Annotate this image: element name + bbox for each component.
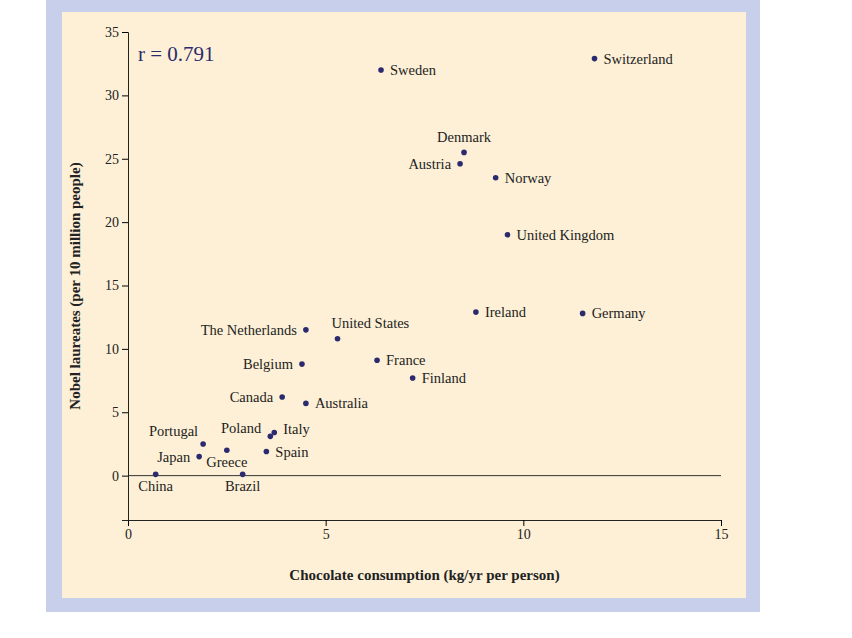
point-label: Poland — [221, 420, 262, 436]
point — [493, 175, 499, 181]
x-tick: 5 — [323, 520, 330, 542]
x-tick-mark — [721, 520, 722, 526]
y-tick-mark — [122, 32, 128, 33]
y-tick: 10 — [105, 342, 128, 357]
y-tick-mark — [122, 159, 128, 160]
y-tick-mark — [122, 349, 128, 350]
point-label: Canada — [230, 389, 274, 405]
point-label: China — [138, 478, 173, 494]
point-label: Austria — [408, 156, 451, 172]
y-tick-mark — [122, 286, 128, 287]
point — [374, 357, 380, 363]
y-tick-mark — [122, 222, 128, 223]
points — [153, 56, 597, 477]
y-tick-mark — [122, 412, 128, 413]
point — [473, 309, 479, 315]
y-axis-line — [122, 33, 129, 521]
point-label: Finland — [422, 370, 467, 386]
point-label: Germany — [592, 305, 647, 321]
chart-svg: 0 5 10 15 0 5 10 15 20 25 30 35 Chocolate consumptio… — [0, 0, 852, 638]
x-tick: 0 — [125, 520, 132, 542]
x-tick-label: 5 — [323, 527, 330, 542]
y-tick-label: 15 — [105, 278, 119, 293]
point — [264, 449, 270, 455]
panel — [62, 12, 746, 598]
point — [335, 336, 341, 342]
y-tick-label: 30 — [105, 88, 119, 103]
y-tick: 35 — [105, 25, 128, 40]
zero-line — [128, 475, 721, 476]
x-tick-label: 0 — [125, 527, 132, 542]
point — [457, 161, 463, 167]
point — [200, 441, 206, 447]
x-tick: 15 — [715, 520, 729, 542]
point — [196, 454, 202, 460]
y-tick: 5 — [112, 405, 128, 420]
point-label: Belgium — [243, 356, 294, 372]
point — [303, 327, 309, 333]
y-axis: 0 5 10 15 20 25 30 35 — [105, 25, 129, 521]
point — [592, 56, 598, 62]
x-tick-mark — [523, 520, 524, 526]
point — [240, 472, 246, 478]
y-tick-label: 5 — [112, 405, 119, 420]
x-tick-label: 10 — [517, 527, 531, 542]
x-tick-label: 15 — [715, 527, 729, 542]
point-label: Norway — [505, 170, 552, 186]
y-tick-label: 0 — [112, 469, 119, 484]
y-tick-mark — [122, 95, 128, 96]
point-label: Australia — [315, 395, 369, 411]
point-label: The Netherlands — [201, 322, 298, 338]
point-label: Spain — [275, 444, 309, 460]
y-tick: 30 — [105, 88, 128, 103]
point — [303, 401, 309, 407]
y-tick: 15 — [105, 278, 128, 293]
point — [279, 394, 285, 400]
point-label: United Kingdom — [517, 227, 616, 243]
point — [505, 232, 511, 238]
point — [153, 472, 159, 478]
point-label: Denmark — [437, 129, 492, 145]
point-label: United States — [332, 315, 410, 331]
point-label: Italy — [283, 421, 310, 437]
point — [224, 447, 230, 453]
point-label: Japan — [157, 449, 191, 465]
point — [410, 375, 416, 381]
point-label: Sweden — [390, 62, 437, 78]
y-tick-label: 25 — [105, 152, 119, 167]
y-tick-label: 35 — [105, 25, 119, 40]
point — [271, 430, 277, 436]
point-label: France — [386, 352, 425, 368]
y-tick-mark — [122, 476, 128, 477]
point — [299, 361, 305, 367]
y-tick: 20 — [105, 215, 128, 230]
point-label: Greece — [206, 454, 247, 470]
x-axis: 0 5 10 15 — [125, 520, 729, 542]
outer-frame — [46, 0, 760, 612]
y-tick: 25 — [105, 152, 128, 167]
point-label: Brazil — [225, 478, 260, 494]
point — [378, 67, 384, 73]
point-label: Ireland — [485, 304, 527, 320]
point-label: Switzerland — [603, 51, 673, 67]
point — [580, 311, 586, 317]
point-labels: Sweden Switzerland Denmark Austria Norway Uni… — [138, 51, 673, 495]
y-tick-label: 20 — [105, 215, 119, 230]
y-tick: 0 — [112, 469, 128, 484]
x-axis-title: Chocolate consumption (kg/yr per person) — [289, 567, 559, 584]
annotation: r = 0.791 — [138, 42, 215, 66]
y-axis-title: Nobel laureates (per 10 million people) — [67, 162, 84, 409]
point — [461, 150, 467, 156]
y-tick-label: 10 — [105, 342, 119, 357]
x-tick-mark — [326, 520, 327, 526]
x-axis-line — [129, 521, 722, 527]
x-tick: 10 — [517, 520, 531, 542]
chart-container: 0 5 10 15 0 5 10 15 20 25 30 35 Chocolate consumptio… — [0, 0, 852, 638]
point-label: Portugal — [149, 423, 198, 439]
